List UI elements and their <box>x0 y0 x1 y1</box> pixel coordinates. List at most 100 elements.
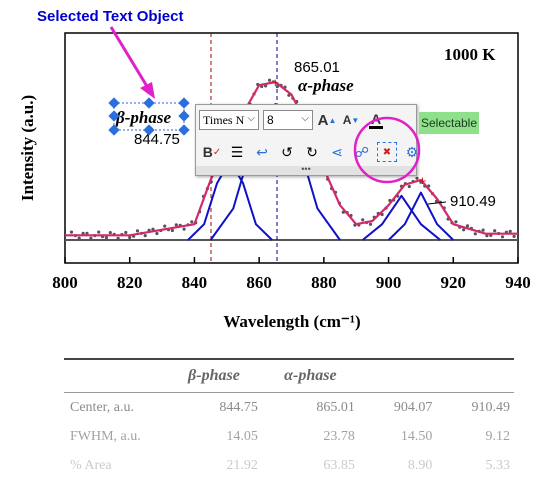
data-point <box>500 235 505 239</box>
chevron-down-icon: ⌵ <box>301 113 309 124</box>
selection-handle[interactable] <box>108 97 120 109</box>
data-point <box>116 236 120 240</box>
data-point <box>108 231 112 235</box>
row-label: Center, a.u. <box>70 399 134 415</box>
rotate-right-icon: ↻ <box>306 143 318 160</box>
connect-icon: ⋖ <box>331 143 343 160</box>
peak-marker-icon: + <box>272 75 280 90</box>
table-cell: 904.07 <box>393 399 433 415</box>
table-row: Center, a.u. 844.75 865.01 904.07 910.49 <box>64 393 514 423</box>
data-point <box>143 234 147 238</box>
table-cell: 9.12 <box>485 428 511 444</box>
caret-down-icon: ▼ <box>351 115 360 125</box>
table-header: β-phase <box>188 367 240 384</box>
x-tick-label: 840 <box>182 273 208 292</box>
results-table: β-phase α-phase Center, a.u. 844.75 865.… <box>64 358 514 480</box>
data-point <box>81 231 85 235</box>
wrap-icon: ↩ <box>256 143 268 160</box>
callout-text: Selected Text Object <box>37 8 184 25</box>
data-point <box>151 227 155 231</box>
plot-frame <box>64 32 519 264</box>
selectable-badge: Selectable <box>419 112 479 134</box>
selection-handle[interactable] <box>178 124 190 136</box>
table-header <box>436 359 514 393</box>
spectrum-chart: + + 800 820 840 860 880 900 920 940 1000 K Wavel… <box>18 26 531 331</box>
component-peak-line <box>362 194 441 241</box>
font-color-swatch <box>369 125 383 129</box>
data-point <box>135 229 140 233</box>
connect-button[interactable]: ⋖ <box>327 142 347 162</box>
bold-icon: B <box>202 144 213 160</box>
shrink-font-icon: A <box>342 113 352 127</box>
grow-font-button[interactable]: A ▲ <box>317 110 337 130</box>
data-point <box>493 229 497 233</box>
data-point <box>89 236 93 240</box>
wrap-button[interactable]: ↩ <box>252 142 272 162</box>
data-point <box>267 78 272 82</box>
x-tick-label: 920 <box>441 273 467 292</box>
toolbar-grip[interactable]: ••• <box>196 165 416 175</box>
x-tick-label: 940 <box>505 273 531 292</box>
data-point <box>275 85 279 89</box>
selection-handle[interactable] <box>178 110 190 122</box>
shrink-font-button[interactable]: A ▼ <box>341 110 361 130</box>
table-cell: 14.50 <box>400 428 433 444</box>
data-point <box>481 228 485 232</box>
rotate-right-button[interactable]: ↻ <box>302 142 322 162</box>
font-color-button[interactable]: A <box>365 110 387 130</box>
table-cell: 14.05 <box>226 428 258 444</box>
table-row: % Area 21.92 63.85 8.90 5.33 <box>64 451 514 480</box>
data-point <box>170 228 174 233</box>
font-size-select[interactable]: 8 ⌵ <box>263 110 313 130</box>
gear-icon: ⚙ <box>405 143 419 160</box>
bold-button[interactable]: B ✓ <box>202 142 222 162</box>
selectable-toggle-button[interactable]: ✖ <box>377 142 397 162</box>
selection-handle[interactable] <box>143 97 155 109</box>
peak-marker-icon: + <box>419 173 427 188</box>
check-icon: ✓ <box>212 146 222 158</box>
selection-handle[interactable] <box>178 97 190 109</box>
data-point <box>174 223 178 227</box>
data-point <box>512 234 516 238</box>
chart-title: 1000 K <box>444 45 496 64</box>
align-icon: ☰ <box>230 143 244 160</box>
data-point <box>128 235 132 240</box>
data-point <box>465 224 470 228</box>
mini-toolbar: Times N ⌵ 8 ⌵ A ▲ A ▼ A B ✓ ☰ ↩ ↺ ↻ ⋖ ☍ ✖ ⚙ <box>195 104 418 176</box>
alpha-phase-label: α-phase <box>298 76 354 95</box>
data-point <box>368 222 373 226</box>
link-icon: ☍ <box>354 143 370 160</box>
x-axis-label: Wavelength (cm⁻¹) <box>223 312 360 331</box>
caret-up-icon: ▲ <box>328 115 337 125</box>
data-point <box>182 227 186 231</box>
table-cell: 910.49 <box>471 399 511 415</box>
data-point <box>77 236 81 240</box>
beta-phase-label[interactable]: β-phase <box>115 108 171 127</box>
x-tick-label: 860 <box>246 273 272 292</box>
row-label: FWHM, a.u. <box>70 428 141 444</box>
link-button[interactable]: ☍ <box>352 142 372 162</box>
x-tick-label: 900 <box>376 273 402 292</box>
x-tick-label: 800 <box>52 273 78 292</box>
callout-arrowhead-icon <box>140 82 155 99</box>
x-tick-label: 820 <box>117 273 143 292</box>
table-header-row: β-phase α-phase <box>64 359 514 393</box>
table-cell: 844.75 <box>219 399 258 415</box>
rotate-left-button[interactable]: ↺ <box>277 142 297 162</box>
data-point <box>124 230 128 235</box>
align-button[interactable]: ☰ <box>227 142 247 162</box>
peak-label-910: 910.49 <box>450 193 496 210</box>
data-point <box>155 231 159 236</box>
data-point <box>190 220 194 224</box>
data-point <box>85 231 89 235</box>
table-cell: 865.01 <box>316 399 355 415</box>
y-axis-label: Intensity (a.u.) <box>18 95 37 201</box>
component-peak-line <box>387 191 454 241</box>
font-name-select[interactable]: Times N ⌵ <box>199 110 259 130</box>
data-point <box>407 184 411 189</box>
table-header <box>359 359 437 393</box>
data-point <box>462 228 466 232</box>
table-cell: 5.33 <box>485 457 511 473</box>
row-label: % Area <box>70 457 112 473</box>
settings-button[interactable]: ⚙ <box>402 142 422 162</box>
